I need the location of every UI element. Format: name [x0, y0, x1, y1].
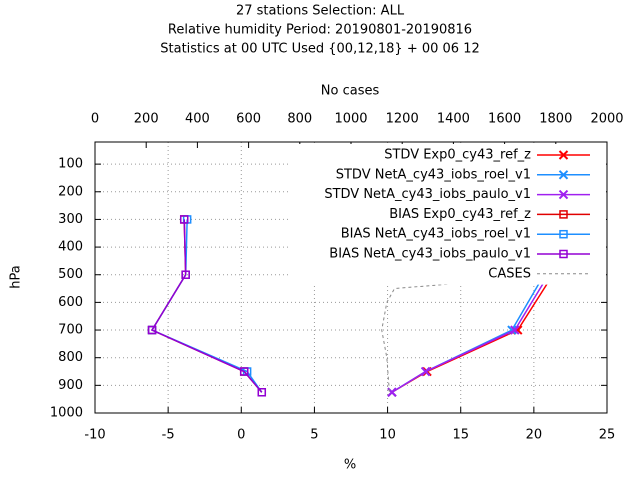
legend-marker [559, 249, 568, 259]
legend: STDV Exp0_cy43_ref_z STDV NetA_cy43_iobs_… [290, 144, 606, 285]
x2-axis-label: No cases [321, 84, 380, 99]
legend-label: BIAS Exp0_cy43_ref_z [389, 207, 531, 222]
x-tick-label: 5 [310, 428, 318, 443]
marker [257, 388, 267, 397]
y-tick-label: 800 [58, 350, 83, 365]
marker [239, 367, 249, 376]
legend-marker [559, 229, 568, 239]
x-tick-label: -5 [162, 428, 175, 443]
x-tick-label: 25 [599, 428, 616, 443]
y-tick-label: 300 [58, 212, 83, 227]
legend-marker [558, 170, 569, 180]
legend-label: BIAS NetA_cy43_iobs_paulo_v1 [329, 247, 531, 262]
legend-marker [558, 150, 569, 160]
x2-tick-label: 400 [185, 112, 210, 127]
marker [420, 366, 431, 377]
y-tick-label: 1000 [50, 406, 83, 421]
x2-tick-label: 0 [91, 112, 99, 127]
x-tick-label: -10 [84, 428, 105, 443]
title-line: Statistics at 00 UTC Used {00,12,18} + 0… [160, 42, 479, 57]
y-tick-label: 400 [58, 240, 83, 255]
x2-tick-label: 800 [287, 112, 312, 127]
x2-tick-label: 1200 [386, 112, 419, 127]
cases-line [381, 271, 597, 393]
y-axis-label: hPa [9, 265, 24, 288]
x-tick-label: 0 [237, 428, 245, 443]
y-tick-label: 500 [58, 267, 83, 282]
y-tick-label: 900 [58, 378, 83, 393]
legend-label: STDV Exp0_cy43_ref_z [384, 148, 531, 163]
x2-tick-label: 1600 [488, 112, 521, 127]
x2-tick-label: 200 [134, 112, 159, 127]
marker [179, 215, 189, 224]
x2-tick-label: 1800 [539, 112, 572, 127]
y-tick-label: 100 [58, 157, 83, 172]
legend-marker [559, 210, 568, 219]
legend-label: CASES [488, 266, 531, 281]
marker [510, 325, 520, 335]
title-line: 27 stations Selection: ALL [236, 4, 405, 19]
y-tick-label: 200 [58, 184, 83, 199]
y-tick-label: 700 [58, 323, 83, 338]
title-line: Relative humidity Period: 20190801-20190… [168, 23, 472, 38]
legend-label: STDV NetA_cy43_iobs_paulo_v1 [324, 187, 531, 202]
marker [147, 325, 157, 335]
x2-tick-label: 1000 [334, 112, 367, 127]
marker [181, 270, 190, 279]
x-tick-label: 10 [379, 428, 396, 443]
legend-label: STDV NetA_cy43_iobs_roel_v1 [336, 167, 531, 182]
x-tick-label: 15 [452, 428, 469, 443]
profile-line [150, 219, 263, 393]
x2-tick-label: 1400 [437, 112, 470, 127]
legend-label: BIAS NetA_cy43_iobs_roel_v1 [341, 227, 531, 242]
legend-marker [558, 189, 569, 200]
x-axis-label: % [344, 458, 356, 473]
x-tick-label: 20 [526, 428, 543, 443]
x2-tick-label: 600 [236, 112, 261, 127]
x2-tick-label: 2000 [590, 112, 623, 127]
y-tick-label: 600 [58, 295, 83, 310]
plot-frame [94, 141, 608, 414]
